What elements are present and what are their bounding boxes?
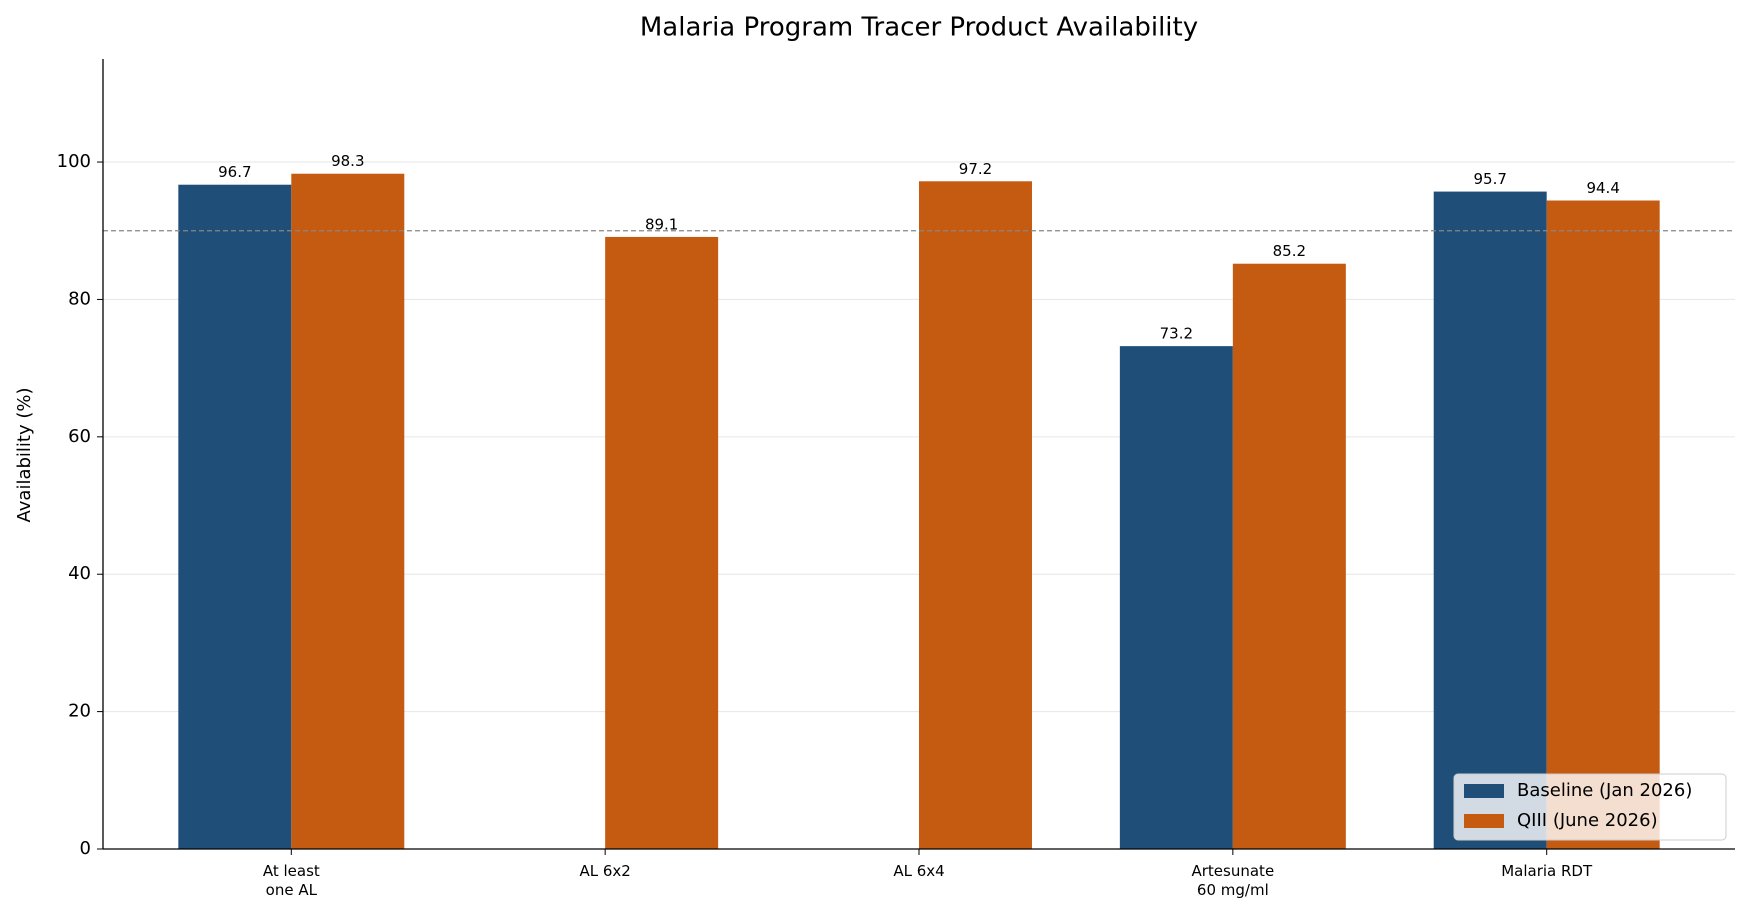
chart-title: Malaria Program Tracer Product Availabil…	[640, 13, 1198, 43]
value-label: 96.7	[218, 163, 251, 181]
bar	[1232, 263, 1346, 850]
y-tick-label: 80	[68, 288, 91, 309]
value-label: 89.1	[645, 215, 678, 233]
bar	[1433, 191, 1547, 849]
x-tick-label: Malaria RDT	[1501, 862, 1593, 880]
y-axis-label: Availability (%)	[14, 388, 35, 523]
bar	[291, 173, 405, 849]
value-label: 97.2	[959, 160, 992, 178]
value-label: 95.7	[1473, 170, 1506, 188]
value-label: 85.2	[1273, 242, 1306, 260]
legend: Baseline (Jan 2026) QIII (June 2026)	[1453, 773, 1727, 841]
x-tick-label: AL 6x2	[579, 862, 631, 880]
legend-label: QIII (June 2026)	[1517, 810, 1658, 831]
x-tick-label: Artesunate 60 mg/ml	[1191, 862, 1275, 899]
legend-label: Baseline (Jan 2026)	[1517, 780, 1692, 801]
bar	[1119, 346, 1233, 849]
bar	[919, 181, 1032, 849]
value-label: 98.3	[331, 152, 364, 170]
bar	[1546, 200, 1660, 849]
x-tick-label: At least one AL	[262, 862, 320, 899]
bar	[178, 184, 292, 850]
legend-swatch	[1464, 784, 1504, 798]
y-tick-label: 60	[68, 426, 91, 447]
y-tick-label: 100	[57, 151, 91, 172]
y-tick-label: 0	[80, 838, 91, 859]
bar	[605, 236, 719, 849]
value-label: 73.2	[1160, 325, 1193, 343]
y-tick-label: 40	[68, 563, 91, 584]
legend-box	[1453, 773, 1727, 841]
legend-swatch	[1464, 814, 1504, 828]
value-label: 94.4	[1586, 179, 1619, 197]
y-tick-label: 20	[68, 701, 91, 722]
x-tick-label: AL 6x4	[893, 862, 945, 880]
